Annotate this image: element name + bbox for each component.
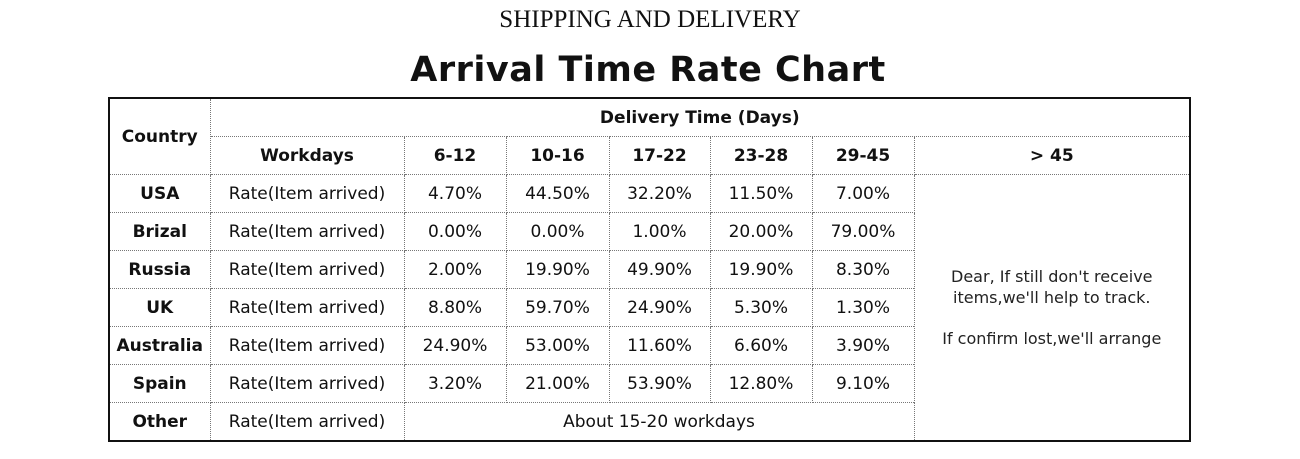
rate-cell: 32.20% (608, 174, 711, 213)
country-cell: Other (108, 402, 211, 442)
table-head: Country Delivery Time (Days) Workdays 6-1… (108, 97, 1191, 175)
country-cell: Russia (108, 250, 211, 289)
rate-cell: 5.30% (709, 288, 813, 327)
rate-cell: 1.30% (811, 288, 915, 327)
column-header-row: Workdays 6-12 10-16 17-22 23-28 29-45 > 45 (109, 136, 1191, 175)
rate-cell: 21.00% (505, 364, 610, 403)
other-row: Other Rate(Item arrived) About 15-20 workd… (108, 402, 1190, 442)
column-header: 29-45 (811, 136, 915, 175)
rate-cell: 19.90% (505, 250, 610, 289)
data-row: Brizal Rate(Item arrived) 0.00% 0.00% 1.00% 2… (108, 212, 1190, 251)
note-cell: Dear, If still don't receive items,we'll… (913, 174, 1191, 442)
column-header: 6-12 (403, 136, 507, 175)
data-row: Russia Rate(Item arrived) 2.00% 19.90% 49.90… (108, 250, 1190, 289)
label-cell: Rate(Item arrived) (209, 288, 405, 327)
country-cell: Australia (108, 326, 211, 365)
data-row: Australia Rate(Item arrived) 24.90% 53.00% 1… (108, 326, 1190, 365)
rate-cell: 0.00% (505, 212, 610, 251)
rate-cell: 49.90% (608, 250, 711, 289)
label-cell: Rate(Item arrived) (209, 364, 405, 403)
label-cell: Rate(Item arrived) (209, 174, 405, 213)
rate-cell: 0.00% (403, 212, 507, 251)
rate-cell: 44.50% (505, 174, 610, 213)
rate-cell: 6.60% (709, 326, 813, 365)
country-cell: Spain (108, 364, 211, 403)
rate-cell: 2.00% (403, 250, 507, 289)
rate-cell: 4.70% (403, 174, 507, 213)
rate-cell: 59.70% (505, 288, 610, 327)
page-title: SHIPPING AND DELIVERY (499, 6, 801, 33)
column-header: > 45 (913, 136, 1191, 175)
rate-cell: 11.60% (608, 326, 711, 365)
label-cell: Rate(Item arrived) (209, 250, 405, 289)
table-body: USA Rate(Item arrived) 4.70% 44.50% 32.20% 11… (108, 174, 1191, 442)
rate-cell: 9.10% (811, 364, 915, 403)
rate-cell: 19.90% (709, 250, 813, 289)
note-text: Dear, If still don't receive items,we'll… (951, 267, 1153, 307)
column-header: 23-28 (709, 136, 813, 175)
rate-cell: 53.90% (608, 364, 711, 403)
label-cell: Rate(Item arrived) (209, 212, 405, 251)
column-header: Workdays (209, 136, 405, 175)
country-header: Country (108, 97, 211, 175)
data-row: UK Rate(Item arrived) 8.80% 59.70% 24.90% 5.3… (108, 288, 1190, 327)
rate-cell: 11.50% (709, 174, 813, 213)
rate-cell: 1.00% (608, 212, 711, 251)
header-row: Country Delivery Time (Days) (108, 97, 1191, 175)
rate-cell: 8.30% (811, 250, 915, 289)
label-cell: Rate(Item arrived) (209, 326, 405, 365)
rate-cell: 3.90% (811, 326, 915, 365)
country-cell: Brizal (108, 212, 211, 251)
rate-cell: 53.00% (505, 326, 610, 365)
rate-cell: 79.00% (811, 212, 915, 251)
country-cell: USA (108, 174, 211, 213)
column-header: 10-16 (505, 136, 610, 175)
rate-cell: 24.90% (403, 326, 507, 365)
rate-cell: 3.20% (403, 364, 507, 403)
chart-title: Arrival Time Rate Chart (410, 50, 886, 90)
group-header: Delivery Time (Days) (209, 97, 1191, 137)
data-row: USA Rate(Item arrived) 4.70% 44.50% 32.20% 11… (108, 174, 1191, 442)
country-cell: UK (108, 288, 211, 327)
data-row: Spain Rate(Item arrived) 3.20% 21.00% 53.90%… (108, 364, 1190, 403)
label-cell: Rate(Item arrived) (209, 402, 405, 442)
note-text: If confirm lost,we'll arrange (942, 329, 1162, 348)
rate-cell: 20.00% (709, 212, 813, 251)
rate-cell: 12.80% (709, 364, 813, 403)
rate-cell: 8.80% (403, 288, 507, 327)
other-note-cell: About 15-20 workdays (403, 402, 915, 442)
rate-cell: 7.00% (811, 174, 915, 213)
rate-table: Country Delivery Time (Days) Workdays 6-1… (108, 97, 1192, 442)
rate-cell: 24.90% (608, 288, 711, 327)
column-header: 17-22 (608, 136, 711, 175)
